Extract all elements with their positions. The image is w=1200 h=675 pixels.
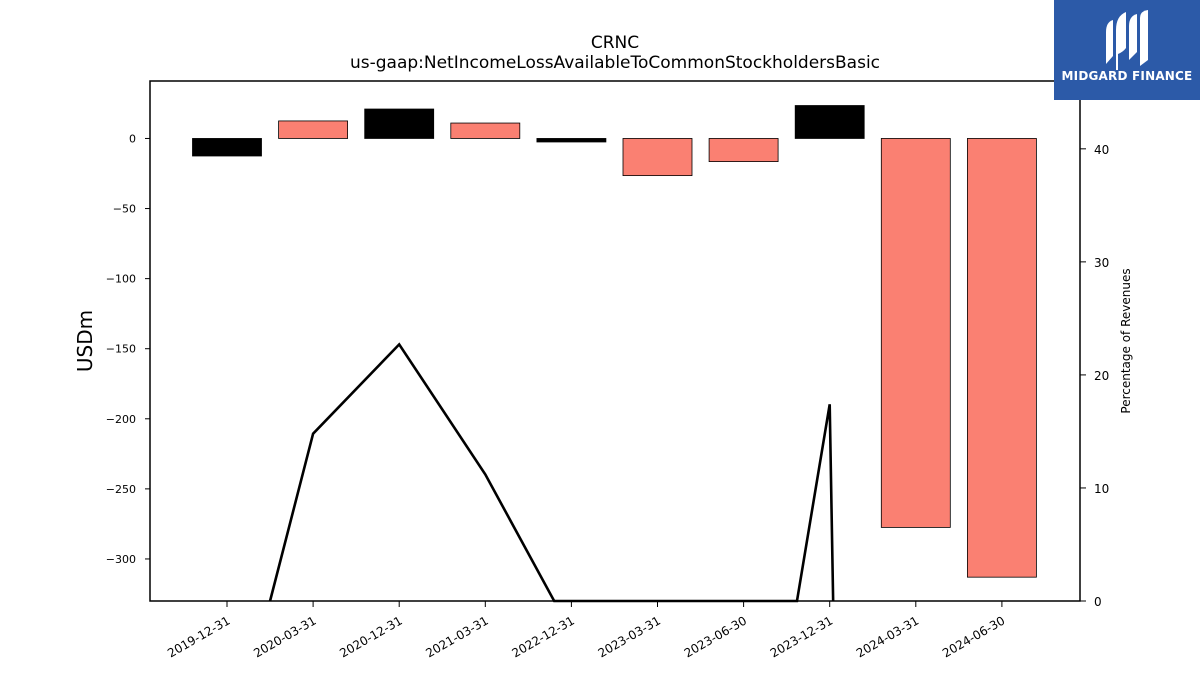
brand-logo: MIDGARD FINANCE (1054, 0, 1200, 100)
brand-name: MIDGARD FINANCE (1061, 69, 1193, 83)
y-axis-label: USDm (73, 310, 97, 372)
line-layer (268, 342, 835, 603)
bar-2023-12-31 (794, 105, 865, 139)
x-tick-label: 2023-06-30 (682, 613, 749, 660)
y2-tick-label: 20 (1094, 369, 1109, 383)
x-tick-label: 2023-03-31 (596, 613, 663, 660)
y2-tick-label: 10 (1094, 482, 1109, 496)
x-tick-label: 2020-03-31 (251, 613, 318, 660)
x-tick-label: 2024-03-31 (854, 613, 921, 660)
bar-2020-12-31 (364, 108, 435, 139)
bar-2022-12-31 (536, 138, 607, 143)
x-tick-label: 2020-12-31 (337, 613, 404, 660)
x-axis: 2019-12-31 2020-03-31 2020-12-31 2021-03-31… (165, 601, 1007, 660)
percentage-line (268, 342, 835, 603)
bar-2024-03-31 (880, 138, 951, 528)
midgard-logo-icon (1106, 10, 1148, 70)
y2-tick-label: 0 (1094, 595, 1102, 609)
bar-2020-03-31 (278, 120, 349, 139)
y-tick-label: −50 (113, 203, 136, 216)
bar-2023-06-30 (708, 138, 779, 162)
y-tick-label: −250 (106, 483, 136, 496)
y-tick-label: −200 (106, 413, 136, 426)
y2-tick-label: 30 (1094, 256, 1109, 270)
y-tick-label: 0 (129, 132, 136, 145)
bar-2023-03-31 (622, 138, 693, 177)
y-tick-label: −150 (106, 343, 136, 356)
x-tick-label: 2021-03-31 (423, 613, 490, 660)
x-tick-label: 2023-12-31 (768, 613, 835, 660)
plot-frame (149, 80, 1081, 602)
y-axis-right: 0 10 20 30 40 (1080, 143, 1109, 609)
chart-title: CRNC (591, 33, 639, 53)
bars-layer (192, 105, 1037, 578)
bar-2024-06-30 (967, 138, 1037, 578)
x-tick-label: 2022-12-31 (509, 613, 576, 660)
x-tick-label: 2024-06-30 (940, 613, 1007, 660)
y2-axis-label: Percentage of Revenues (1119, 268, 1133, 413)
x-tick-label: 2019-12-31 (165, 613, 232, 660)
y-axis-left: 0 −50 −100 −150 −200 −250 −300 (106, 132, 150, 566)
bar-2021-03-31 (450, 122, 521, 139)
chart-subtitle: us-gaap:NetIncomeLossAvailableToCommonSt… (350, 53, 880, 73)
bar-2019-12-31 (192, 138, 262, 157)
y2-tick-label: 40 (1094, 143, 1109, 157)
y-tick-label: −100 (106, 273, 136, 286)
y-tick-label: −300 (106, 553, 136, 566)
